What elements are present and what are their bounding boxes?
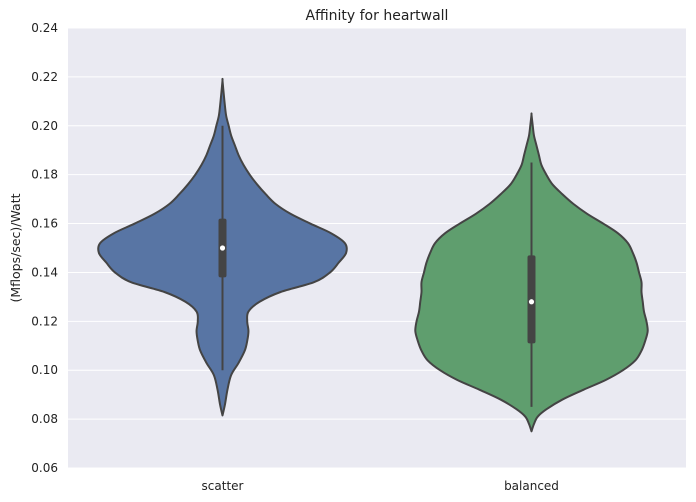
y-tick-label: 0.18 [31, 168, 58, 182]
y-axis-title: (Mflops/sec)/Watt [8, 193, 23, 302]
y-tick-label: 0.24 [31, 21, 58, 35]
median-dot-scatter [219, 245, 226, 251]
y-tick-label: 0.12 [31, 314, 58, 328]
x-tick-label: balanced [504, 479, 559, 493]
y-tick-label: 0.08 [31, 412, 58, 426]
x-tick-label: scatter [202, 479, 244, 493]
median-dot-balanced [528, 299, 535, 305]
x-tick-labels: scatter balanced [202, 479, 559, 493]
violins [97, 77, 649, 433]
y-tick-label: 0.16 [31, 217, 58, 231]
chart-title: Affinity for heartwall [306, 8, 449, 24]
y-tick-label: 0.22 [31, 70, 58, 84]
y-tick-label: 0.20 [31, 119, 58, 133]
grid-lines [68, 27, 686, 469]
y-tick-label: 0.10 [31, 363, 58, 377]
y-tick-label: 0.06 [31, 461, 58, 475]
y-tick-labels: 0.06 0.08 0.10 0.12 0.14 0.16 0.18 0.20 0.22 0.24 [31, 21, 58, 475]
y-tick-label: 0.14 [31, 265, 58, 279]
